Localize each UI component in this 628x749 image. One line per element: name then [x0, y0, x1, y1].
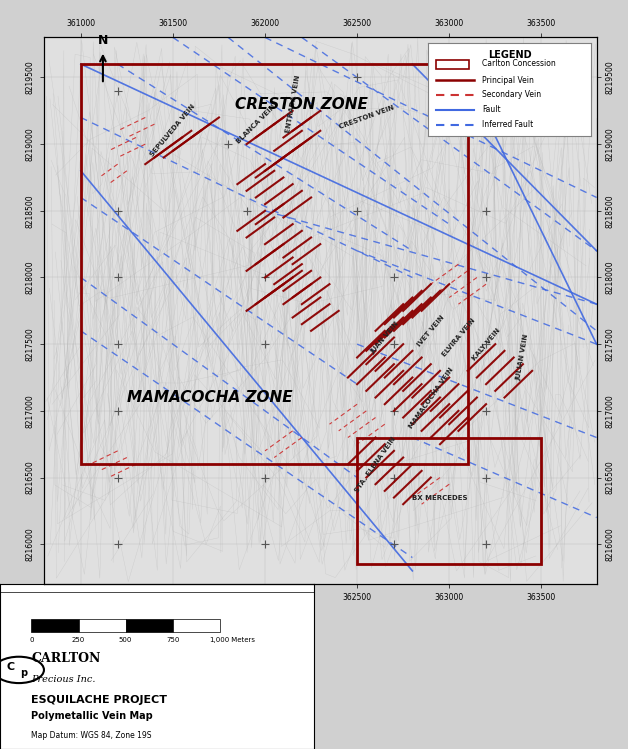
Text: Inferred Fault: Inferred Fault	[482, 120, 533, 130]
Text: Polymetallic Vein Map: Polymetallic Vein Map	[31, 711, 153, 721]
Text: BLANCA VEIN: BLANCA VEIN	[235, 103, 276, 145]
Text: Principal Vein: Principal Vein	[482, 76, 534, 85]
Text: Meters: Meters	[220, 637, 255, 643]
Text: 0: 0	[29, 637, 34, 643]
Text: BX MERCEDES: BX MERCEDES	[412, 494, 468, 500]
Text: 250: 250	[72, 637, 85, 643]
Text: ESQUILACHE PROJECT: ESQUILACHE PROJECT	[31, 694, 168, 705]
Bar	[31, 619, 78, 632]
Bar	[126, 619, 173, 632]
Text: KALY VEIN: KALY VEIN	[471, 327, 501, 362]
Text: LEGEND: LEGEND	[488, 50, 531, 61]
Text: C: C	[7, 661, 15, 672]
Text: MAMACOCHA ZONE: MAMACOCHA ZONE	[127, 390, 293, 405]
Bar	[81, 64, 468, 464]
Text: MAMACOCHA VEIN: MAMACOCHA VEIN	[408, 366, 454, 429]
Text: N: N	[98, 34, 108, 46]
Text: JUAN VEIN: JUAN VEIN	[369, 321, 400, 355]
Text: CRESTON ZONE: CRESTON ZONE	[236, 97, 368, 112]
Text: ELVIRA VEIN: ELVIRA VEIN	[441, 318, 476, 358]
Text: Secondary Vein: Secondary Vein	[482, 91, 541, 100]
Text: IVET VEIN: IVET VEIN	[416, 314, 445, 348]
Bar	[357, 437, 541, 564]
Text: STA. ELENA VEIN: STA. ELENA VEIN	[354, 435, 397, 493]
Text: CRESTON VEIN: CRESTON VEIN	[338, 105, 394, 130]
Text: 1,000: 1,000	[210, 637, 230, 643]
Text: CARLTON: CARLTON	[31, 652, 100, 665]
Text: ENTRADA VEIN: ENTRADA VEIN	[284, 75, 301, 133]
Text: Precious Inc.: Precious Inc.	[31, 676, 96, 685]
Text: Fault: Fault	[482, 106, 501, 115]
Text: JULIAN VEIN: JULIAN VEIN	[516, 334, 530, 381]
Text: SEPULVEDA VEIN: SEPULVEDA VEIN	[149, 103, 197, 158]
Text: Carlton Concession: Carlton Concession	[482, 59, 556, 68]
Text: 750: 750	[166, 637, 180, 643]
Text: p: p	[20, 668, 27, 678]
Bar	[78, 619, 126, 632]
Text: Map Datum: WGS 84, Zone 19S: Map Datum: WGS 84, Zone 19S	[31, 731, 152, 740]
Text: 500: 500	[119, 637, 133, 643]
Bar	[173, 619, 220, 632]
FancyBboxPatch shape	[436, 60, 468, 69]
